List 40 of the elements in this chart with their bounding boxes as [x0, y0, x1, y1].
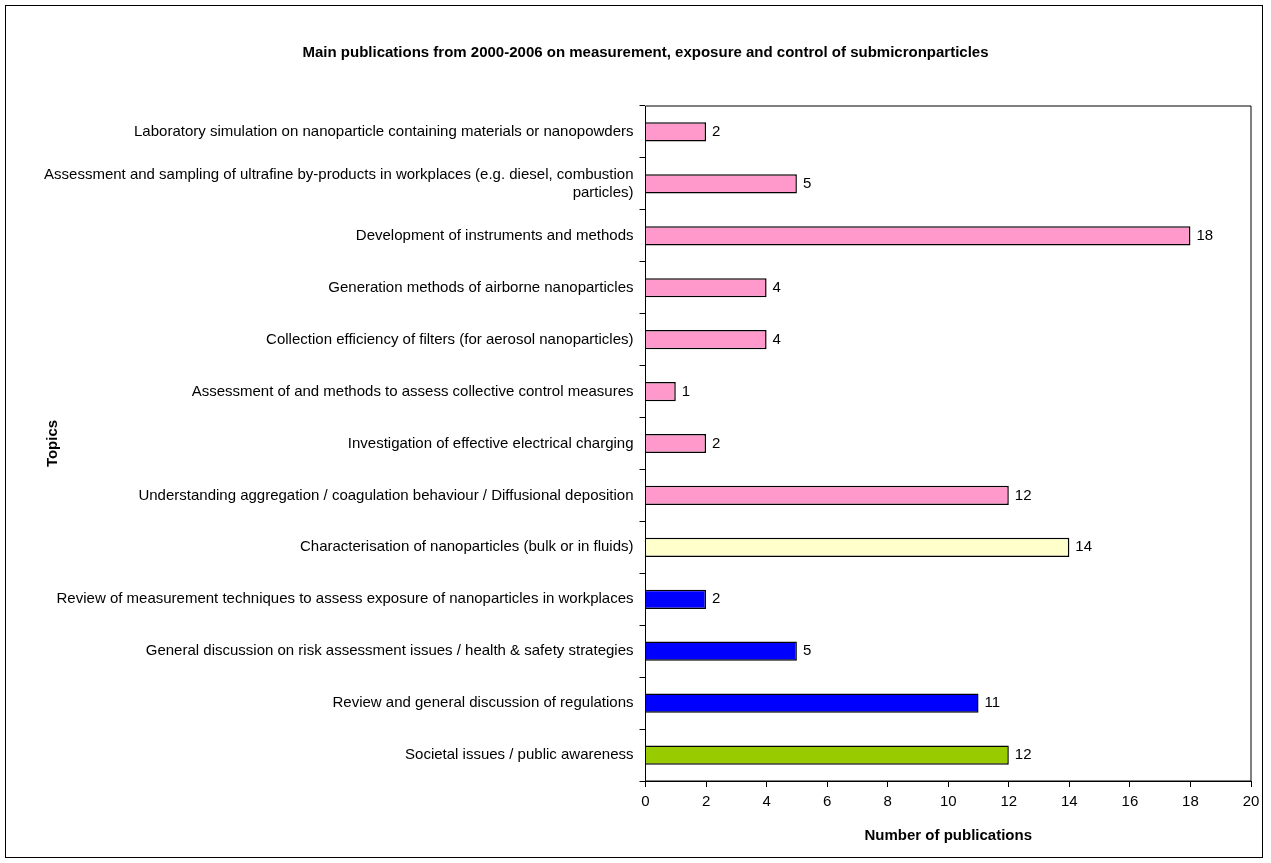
- x-tick-label: 6: [822, 792, 832, 810]
- data-label: 5: [802, 174, 812, 192]
- data-label: 12: [1014, 745, 1032, 763]
- data-label: 12: [1014, 485, 1032, 503]
- data-label: 4: [772, 329, 781, 347]
- data-label: 5: [802, 641, 812, 659]
- y-tick-label: Understanding aggregation / coagulation behaviour / Diffusional deposition: [138, 485, 634, 503]
- x-tick-label: 12: [1000, 792, 1018, 810]
- x-tick-label: 10: [939, 792, 957, 810]
- data-label: 2: [712, 122, 721, 140]
- x-tick-label: 20: [1242, 792, 1260, 810]
- x-tick-label: 0: [641, 792, 650, 810]
- x-tick-label: 8: [883, 792, 892, 810]
- x-tick-label: 16: [1121, 792, 1139, 810]
- data-label: 2: [712, 433, 721, 451]
- data-label: 2: [712, 589, 721, 607]
- data-label: 14: [1075, 537, 1093, 555]
- y-axis-title: Topics: [43, 419, 61, 468]
- y-tick-label: Societal issues / public awareness: [405, 745, 634, 763]
- y-tick-label: Investigation of effective electrical charging: [347, 433, 634, 451]
- y-tick-label: Development of instruments and methods: [355, 225, 634, 243]
- data-label: 4: [772, 277, 781, 295]
- y-tick-label: Assessment of and methods to assess collective control measures: [191, 381, 634, 399]
- x-axis-title: Number of publications: [864, 826, 1033, 844]
- y-tick-label: Collection efficiency of filters (for aerosol nanoparticles): [266, 329, 634, 347]
- y-tick-label: Review of measurement techniques to assess exposure of nanoparticles in workplaces: [56, 589, 634, 607]
- y-tick-label: Assessment and sampling of ultrafine by-products in workplaces (e.g. diesel, combustion particles): [44, 165, 634, 201]
- x-tick-label: 18: [1182, 792, 1199, 810]
- data-label: 11: [984, 693, 1001, 711]
- y-tick-label: General discussion on risk assessment issues / health & safety strategies: [145, 641, 634, 659]
- x-tick-label: 14: [1061, 792, 1078, 810]
- data-label: 18: [1196, 225, 1214, 243]
- data-label: 1: [681, 381, 691, 399]
- y-tick-label: Review and general discussion of regulations: [332, 693, 634, 711]
- x-tick-label: 4: [762, 792, 771, 810]
- y-tick-label: Laboratory simulation on nanoparticle containing materials or nanopowders: [134, 122, 634, 140]
- chart-title: Main publications from 2000-2006 on measurement, exposure and control of submicronparticles: [302, 43, 989, 61]
- x-tick-label: 2: [701, 792, 711, 810]
- y-tick-label: Characterisation of nanoparticles (bulk or in fluids): [300, 537, 634, 555]
- y-tick-label: Generation methods of airborne nanoparticles: [328, 277, 634, 295]
